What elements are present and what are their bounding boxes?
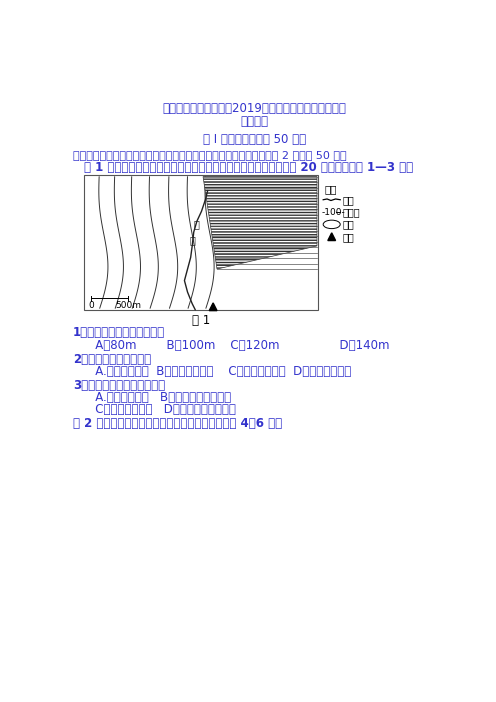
Text: 图 1: 图 1 bbox=[191, 314, 210, 327]
Text: 图例: 图例 bbox=[325, 184, 337, 194]
Text: C．种植经济林木   D．加大水电开发力度: C．种植经济林木 D．加大水电开发力度 bbox=[84, 404, 236, 416]
Text: 河流: 河流 bbox=[343, 194, 354, 205]
Text: 500m: 500m bbox=[115, 300, 141, 310]
Polygon shape bbox=[209, 303, 217, 310]
Text: 图 2 是海河流域某地局部等高线地形图。读图完成 4～6 题。: 图 2 是海河流域某地局部等高线地形图。读图完成 4～6 题。 bbox=[73, 417, 282, 430]
Text: 山峰: 山峰 bbox=[343, 232, 354, 241]
Text: 水域: 水域 bbox=[343, 220, 354, 230]
Text: 3．该地产业布局最合理的是: 3．该地产业布局最合理的是 bbox=[73, 379, 165, 392]
Text: 0: 0 bbox=[89, 300, 94, 310]
Text: 四川省成都市第七中学2019届下学期零诊考试高二文科: 四川省成都市第七中学2019届下学期零诊考试高二文科 bbox=[162, 102, 346, 115]
Text: 一、选择题（下列各题的四个选项中只有一项是最符合题意的。每小题 2 分，共 50 分）: 一、选择题（下列各题的四个选项中只有一项是最符合题意的。每小题 2 分，共 50… bbox=[73, 150, 347, 160]
Text: 2．图中河流流向大致是: 2．图中河流流向大致是 bbox=[73, 352, 151, 366]
Text: 1．图示区域最大高差可能是: 1．图示区域最大高差可能是 bbox=[73, 326, 165, 340]
Ellipse shape bbox=[323, 220, 340, 229]
Text: 等高线: 等高线 bbox=[343, 207, 360, 217]
Polygon shape bbox=[203, 177, 317, 269]
Text: 地理试题: 地理试题 bbox=[240, 114, 268, 128]
Text: 河: 河 bbox=[194, 220, 200, 230]
Text: 第 I 卷（选择题，共 50 分）: 第 I 卷（选择题，共 50 分） bbox=[203, 133, 306, 146]
Bar bbox=[84, 175, 318, 310]
Text: 图 1 为我国南方某地等高线地形图（单位：米），图中等高距均为 20 米，据此完成 1—3 题。: 图 1 为我国南方某地等高线地形图（单位：米），图中等高距均为 20 米，据此完… bbox=[84, 161, 413, 174]
Text: A.东北流向西南  B．西北流向东南    C．西南流向东北  D．东南流向西北: A.东北流向西南 B．西北流向东南 C．西南流向东北 D．东南流向西北 bbox=[84, 365, 351, 378]
Polygon shape bbox=[328, 233, 336, 241]
Text: A．80m        B．100m    C．120m                D．140m: A．80m B．100m C．120m D．140m bbox=[84, 339, 389, 352]
Text: A.进展滨海旅行   B．进展木材加工工业: A.进展滨海旅行 B．进展木材加工工业 bbox=[84, 391, 231, 404]
Text: 流: 流 bbox=[189, 234, 195, 245]
Text: -100-: -100- bbox=[321, 208, 345, 216]
